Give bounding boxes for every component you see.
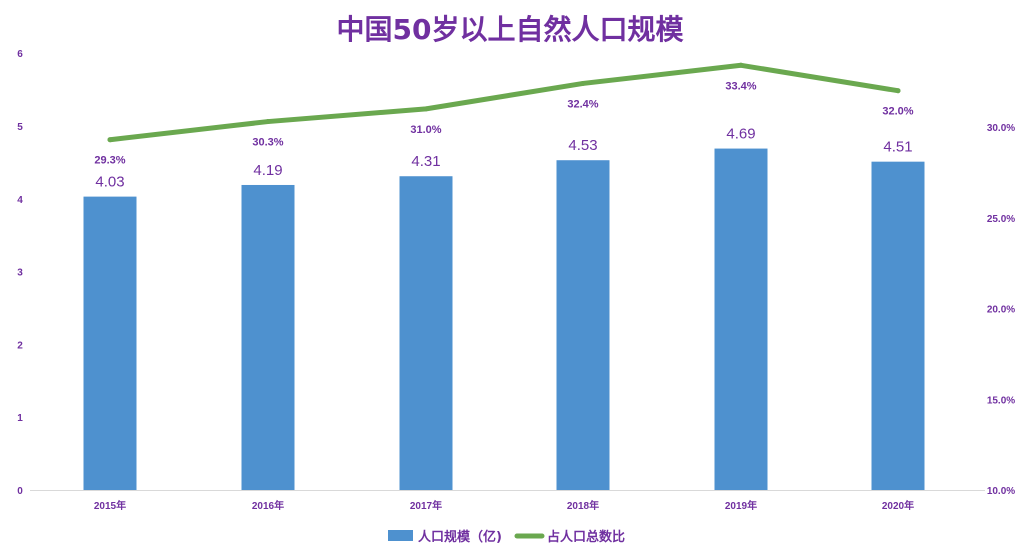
x-tick-label: 2020年 bbox=[882, 499, 914, 512]
bar bbox=[399, 176, 453, 490]
x-tick-label: 2015年 bbox=[94, 499, 126, 512]
y-left-tick: 4 bbox=[17, 195, 23, 206]
line-point bbox=[423, 106, 429, 112]
line-data-label: 31.0% bbox=[410, 124, 441, 136]
bar-data-label: 4.53 bbox=[568, 137, 597, 154]
legend-label-line: 占人口总数比 bbox=[547, 529, 625, 545]
y-left-tick: 5 bbox=[17, 122, 23, 133]
legend-swatch-bar bbox=[388, 530, 413, 541]
x-tick-label: 2017年 bbox=[410, 499, 442, 512]
line-point bbox=[580, 80, 586, 86]
x-tick-label: 2016年 bbox=[252, 499, 284, 512]
y-left-tick: 0 bbox=[17, 486, 23, 497]
bar bbox=[83, 196, 137, 490]
line-point bbox=[265, 119, 271, 125]
y-left-tick: 1 bbox=[17, 413, 23, 424]
x-tick-label: 2019年 bbox=[725, 499, 757, 512]
line-data-label: 32.4% bbox=[567, 98, 598, 110]
line-point bbox=[895, 88, 901, 94]
y-left-tick: 6 bbox=[17, 49, 23, 60]
bar-data-label: 4.31 bbox=[411, 153, 440, 170]
y-right-tick: 20.0% bbox=[987, 305, 1015, 316]
y-left-tick: 2 bbox=[17, 340, 23, 351]
bar bbox=[714, 148, 768, 490]
bar bbox=[871, 161, 925, 490]
legend-label-bar: 人口规模（亿) bbox=[418, 529, 502, 545]
bar bbox=[241, 184, 295, 490]
line-point bbox=[107, 137, 113, 143]
y-right-tick: 10.0% bbox=[987, 486, 1015, 497]
line-data-label: 33.4% bbox=[725, 80, 756, 92]
chart-title: 中国50岁以上自然人口规模 bbox=[336, 13, 684, 46]
y-right-tick: 30.0% bbox=[987, 123, 1015, 134]
bar-data-label: 4.19 bbox=[253, 162, 282, 179]
bar-data-label: 4.69 bbox=[726, 126, 755, 143]
bar bbox=[556, 160, 610, 490]
line-data-label: 29.3% bbox=[94, 155, 125, 167]
line-data-label: 32.0% bbox=[882, 106, 913, 118]
bar-data-label: 4.03 bbox=[95, 174, 124, 191]
line-series bbox=[107, 62, 901, 143]
x-tick-label: 2018年 bbox=[567, 499, 599, 512]
line-point bbox=[738, 62, 744, 68]
bar-data-label: 4.51 bbox=[883, 139, 912, 156]
y-right-tick: 15.0% bbox=[987, 395, 1015, 406]
y-right-tick: 25.0% bbox=[987, 214, 1015, 225]
y-left-tick: 3 bbox=[17, 268, 23, 279]
line-data-label: 30.3% bbox=[252, 137, 283, 149]
